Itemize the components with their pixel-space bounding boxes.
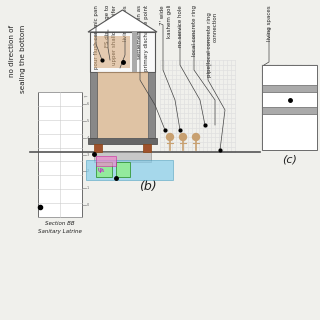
Circle shape	[180, 133, 187, 140]
Bar	[262, 65, 317, 150]
Bar	[86, 160, 173, 180]
Text: 4: 4	[87, 136, 89, 140]
Text: upper shallow aquifer: upper shallow aquifer	[112, 5, 117, 65]
Text: (c): (c)	[282, 154, 297, 164]
Text: Section BB: Section BB	[45, 221, 75, 226]
Text: living spaces: living spaces	[123, 5, 128, 41]
Bar	[90, 72, 97, 138]
Text: pipe|local concrete ring: pipe|local concrete ring	[206, 12, 212, 77]
Text: 5: 5	[87, 119, 89, 123]
Bar	[38, 92, 82, 217]
Text: ←: ←	[84, 94, 87, 98]
Bar	[96, 156, 116, 166]
Text: (b): (b)	[139, 180, 157, 193]
Text: 7' wide: 7' wide	[160, 5, 165, 25]
Text: pour flush ceramic pan: pour flush ceramic pan	[94, 5, 99, 69]
Text: 6: 6	[87, 102, 89, 106]
Text: local concrete ring: local concrete ring	[192, 5, 197, 56]
Text: primary discharge point: primary discharge point	[144, 5, 149, 71]
Bar	[143, 144, 151, 152]
Text: no service hole: no service hole	[178, 5, 183, 47]
Text: 1: 1	[87, 186, 89, 190]
Text: FS discharge to: FS discharge to	[105, 5, 110, 47]
Bar	[97, 72, 148, 138]
Text: no direction of: no direction of	[9, 25, 15, 77]
Text: 0: 0	[87, 203, 89, 207]
Text: ψ₅: ψ₅	[98, 167, 106, 173]
Bar	[94, 36, 130, 68]
Bar	[262, 107, 317, 114]
Text: living spaces: living spaces	[267, 5, 272, 41]
Text: Sanitary Latrine: Sanitary Latrine	[38, 229, 82, 234]
Text: settlement drain as: settlement drain as	[137, 5, 142, 59]
Circle shape	[166, 133, 173, 140]
Text: connection: connection	[213, 12, 218, 42]
Bar	[94, 144, 102, 152]
Polygon shape	[88, 10, 157, 32]
Bar	[94, 152, 151, 162]
Text: sealing the bottom: sealing the bottom	[20, 25, 26, 93]
Bar	[116, 162, 130, 177]
Circle shape	[193, 133, 199, 140]
Bar	[262, 85, 317, 92]
Text: 3: 3	[87, 153, 89, 156]
Bar	[132, 32, 138, 72]
Bar	[88, 138, 157, 144]
Bar	[90, 32, 155, 72]
Text: 2: 2	[87, 169, 89, 173]
Text: kashem goli: kashem goli	[167, 5, 172, 38]
Bar	[96, 162, 112, 177]
Bar	[148, 72, 155, 138]
